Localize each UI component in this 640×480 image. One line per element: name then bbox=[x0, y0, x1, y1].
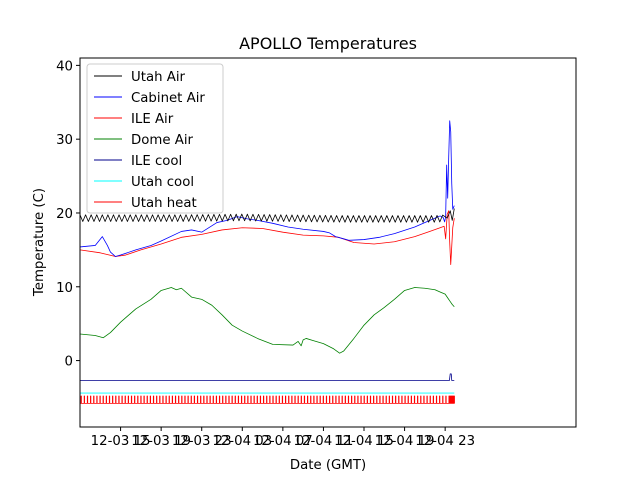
x-tick-label: 12-03 15 bbox=[91, 434, 151, 449]
legend-label-utah-air: Utah Air bbox=[131, 70, 186, 85]
series-layer bbox=[80, 120, 455, 404]
series-line-ile-cool bbox=[80, 373, 455, 381]
x-tick-label: 12-04 03 bbox=[212, 434, 272, 449]
y-axis-label: Temperature (C) bbox=[32, 188, 47, 297]
y-tick-label: 40 bbox=[56, 59, 73, 74]
x-axis-label: Date (GMT) bbox=[290, 458, 366, 473]
x-tick-label: 12-04 11 bbox=[294, 434, 354, 449]
legend-label-dome-air: Dome Air bbox=[131, 133, 194, 148]
legend-label-ile-cool: ILE cool bbox=[131, 154, 182, 169]
legend-label-cabinet-air: Cabinet Air bbox=[131, 91, 205, 106]
series-line-dome-air bbox=[80, 287, 455, 354]
y-tick-label: 20 bbox=[56, 207, 73, 222]
x-tick-label: 12-04 15 bbox=[334, 434, 394, 449]
series-line-cabinet-air bbox=[80, 120, 455, 257]
x-tick-label: 12-04 23 bbox=[415, 434, 475, 449]
series-line-utah-heat bbox=[80, 395, 455, 404]
y-axis: 0 10 20 30 40 bbox=[56, 59, 80, 370]
y-tick-label: 30 bbox=[56, 133, 73, 148]
x-tick-label: 12-04 19 bbox=[375, 434, 435, 449]
series-line-utah-air bbox=[80, 208, 455, 223]
plot-frame bbox=[79, 57, 577, 428]
x-tick-label: 12-04 07 bbox=[253, 434, 313, 449]
legend-label-utah-cool: Utah cool bbox=[131, 175, 194, 190]
plot-area bbox=[80, 120, 455, 404]
legend-label-ile-air: ILE Air bbox=[131, 112, 174, 127]
chart-title: APOLLO Temperatures bbox=[239, 34, 417, 53]
x-tick-label: 12-03 19 bbox=[131, 434, 191, 449]
legend-box bbox=[86, 63, 224, 214]
legend-label-utah-heat: Utah heat bbox=[131, 196, 197, 211]
legend: Utah Air Cabinet Air ILE Air Dome Air ILE co… bbox=[86, 63, 224, 214]
x-tick-label: 12-03 23 bbox=[172, 434, 232, 449]
y-tick-label: 10 bbox=[56, 281, 73, 296]
y-tick-label: 0 bbox=[65, 355, 73, 370]
